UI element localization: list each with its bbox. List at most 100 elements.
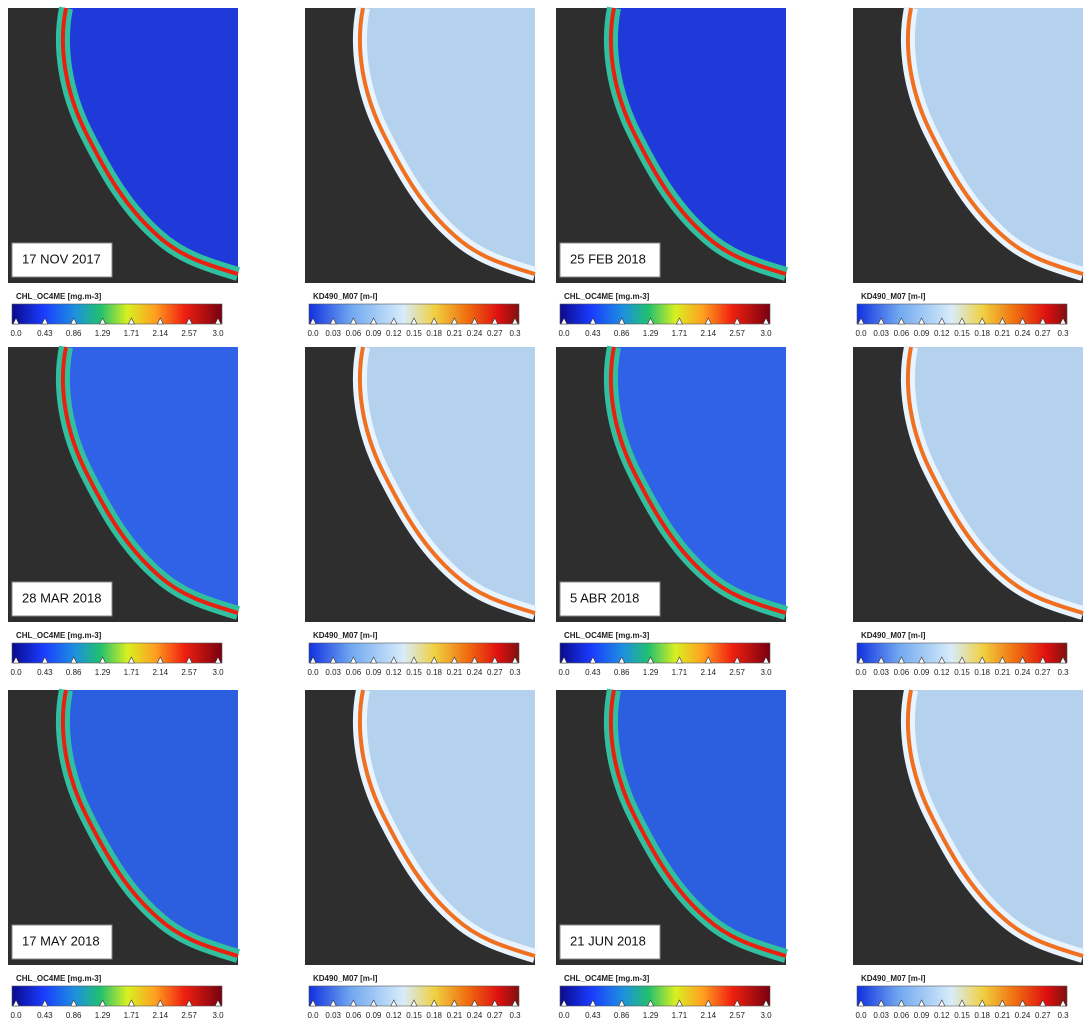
colorbar-tick-label: 0.21 xyxy=(995,1011,1011,1020)
colorbar-tick xyxy=(185,317,193,325)
colorbar-tick-label: 0.12 xyxy=(934,329,950,338)
colorbar-tick xyxy=(762,999,770,1007)
sea xyxy=(62,8,238,274)
colorbar-tick xyxy=(329,999,337,1007)
colorbar-tick xyxy=(704,317,712,325)
colorbar-tick xyxy=(938,317,946,325)
colorbar-tick xyxy=(390,999,398,1007)
colorbar-tick xyxy=(958,656,966,664)
colorbar-tick-label: 0.86 xyxy=(614,329,630,338)
colorbar-tick-label: 0.24 xyxy=(467,1011,483,1020)
colorbar-tick xyxy=(70,317,78,325)
sea xyxy=(610,8,786,274)
colorbar-tick-label: 0.43 xyxy=(585,1011,601,1020)
colorbar-tick-label: 0.09 xyxy=(366,1011,382,1020)
colorbar-tick xyxy=(560,317,568,325)
colorbar-tick xyxy=(897,999,905,1007)
sea xyxy=(907,690,1083,956)
colorbar-tick xyxy=(511,317,519,325)
colorbar: CHL_OC4ME [mg.m-3] 0.0 0.43 0.86 1.29 1.71 2.1… xyxy=(558,974,772,1020)
colorbar-tick xyxy=(618,656,626,664)
colorbar-tick-label: 0.0 xyxy=(10,1011,22,1020)
sea xyxy=(610,690,786,956)
colorbar-tick-label: 0.15 xyxy=(954,668,970,677)
colorbar-tick xyxy=(349,317,357,325)
colorbar-tick xyxy=(450,317,458,325)
colorbar-tick-label: 0.43 xyxy=(37,668,53,677)
colorbar-tick xyxy=(450,999,458,1007)
colorbar-tick-label: 0.09 xyxy=(914,1011,930,1020)
colorbar-tick xyxy=(370,317,378,325)
colorbar-tick xyxy=(857,999,865,1007)
colorbar-tick-label: 0.12 xyxy=(934,668,950,677)
colorbar-tick xyxy=(1059,317,1067,325)
colorbar-tick xyxy=(214,999,222,1007)
colorbar-tick xyxy=(511,999,519,1007)
date-label: 25 FEB 2018 xyxy=(570,251,646,266)
sea xyxy=(359,690,535,956)
colorbar-label: CHL_OC4ME [mg.m-3] xyxy=(564,631,650,640)
coast-edge xyxy=(357,689,536,958)
coast-edge xyxy=(60,7,239,276)
colorbar-tick xyxy=(450,656,458,664)
colorbar-tick-label: 0.24 xyxy=(1015,1011,1031,1020)
colorbar-tick-label: 0.15 xyxy=(954,1011,970,1020)
colorbar-tick-label: 0.0 xyxy=(307,329,319,338)
sea xyxy=(610,347,786,613)
colorbar-label: CHL_OC4ME [mg.m-3] xyxy=(16,292,102,301)
colorbar-tick xyxy=(589,999,597,1007)
colorbar-tick xyxy=(958,999,966,1007)
colorbar-bar xyxy=(11,303,223,325)
colorbar-tick-label: 0.18 xyxy=(426,329,442,338)
colorbar-tick xyxy=(918,999,926,1007)
colorbar-tick xyxy=(99,999,107,1007)
colorbar-tick-label: 1.71 xyxy=(124,329,140,338)
colorbar-tick-label: 3.0 xyxy=(760,1011,772,1020)
colorbar-bar xyxy=(11,985,223,1007)
colorbar-bar xyxy=(559,303,771,325)
colorbar-tick-label: 1.29 xyxy=(643,1011,659,1020)
kd-panel xyxy=(305,6,537,283)
colorbar-tick xyxy=(897,656,905,664)
colorbar-tick-label: 0.86 xyxy=(614,1011,630,1020)
colorbar-tick xyxy=(410,999,418,1007)
colorbar-tick-label: 0.21 xyxy=(995,329,1011,338)
date-box xyxy=(11,924,113,960)
colorbar-tick-label: 0.09 xyxy=(914,329,930,338)
colorbar-tick-label: 0.24 xyxy=(1015,668,1031,677)
colorbar-tick xyxy=(127,317,135,325)
colorbar-tick-label: 2.14 xyxy=(152,329,168,338)
colorbar-tick-label: 0.24 xyxy=(1015,329,1031,338)
colorbar-tick-label: 0.0 xyxy=(855,1011,867,1020)
sea xyxy=(907,8,1083,274)
colorbar-tick xyxy=(938,656,946,664)
colorbar-tick-label: 1.71 xyxy=(124,668,140,677)
sea xyxy=(907,347,1083,613)
colorbar-tick-label: 0.27 xyxy=(487,329,503,338)
colorbar-tick xyxy=(877,317,885,325)
colorbar-tick-label: 0.3 xyxy=(1057,1011,1069,1020)
colorbar-tick-label: 0.27 xyxy=(487,668,503,677)
colorbar-tick-label: 2.14 xyxy=(152,1011,168,1020)
colorbar-label: CHL_OC4ME [mg.m-3] xyxy=(564,292,650,301)
colorbar-label: KD490_M07 [m-l] xyxy=(313,292,378,301)
colorbar-tick-label: 0.03 xyxy=(873,329,889,338)
colorbar-tick xyxy=(589,317,597,325)
colorbar-tick-label: 0.06 xyxy=(346,1011,362,1020)
colorbar-tick xyxy=(12,317,20,325)
colorbar-tick xyxy=(349,656,357,664)
chl-panel: 21 JUN 2018 xyxy=(556,688,788,965)
colorbar-tick xyxy=(998,999,1006,1007)
chl-panel: 17 MAY 2018 xyxy=(8,688,240,965)
date-box xyxy=(11,242,113,278)
colorbar-tick-label: 0.3 xyxy=(509,668,521,677)
colorbar-tick-label: 0.09 xyxy=(914,668,930,677)
colorbar-tick xyxy=(309,999,317,1007)
colorbar-tick xyxy=(877,656,885,664)
colorbar-tick xyxy=(214,317,222,325)
colorbar-tick-label: 0.12 xyxy=(934,1011,950,1020)
coast-edge xyxy=(608,346,787,615)
colorbar-tick-label: 1.29 xyxy=(95,1011,111,1020)
colorbar-label: KD490_M07 [m-l] xyxy=(861,974,926,983)
